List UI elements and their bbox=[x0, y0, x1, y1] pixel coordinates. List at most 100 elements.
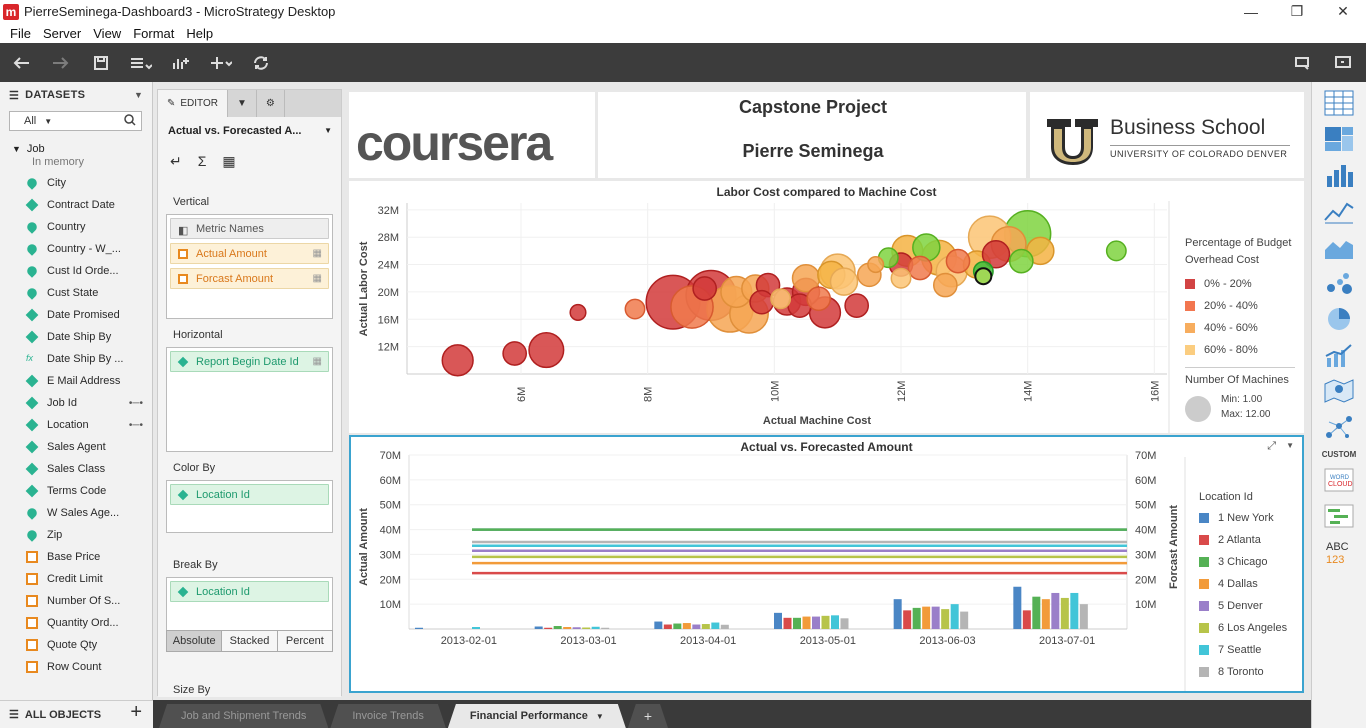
bar[interactable] bbox=[812, 617, 820, 629]
dataset-object[interactable]: Country - W_... bbox=[0, 238, 152, 260]
scatter-point[interactable] bbox=[442, 345, 473, 376]
menu-file[interactable]: File bbox=[10, 26, 31, 41]
metric-names-pill[interactable]: ◧ Metric Names bbox=[170, 218, 329, 239]
dataset-object[interactable]: Cust State bbox=[0, 282, 152, 304]
bar[interactable] bbox=[721, 625, 729, 629]
legend-item[interactable]: 8 Toronto bbox=[1199, 661, 1299, 683]
bar[interactable] bbox=[960, 612, 968, 629]
scatter-point[interactable] bbox=[946, 250, 969, 273]
dataset-object[interactable]: Date Promised bbox=[0, 304, 152, 326]
heatmap-icon[interactable] bbox=[1321, 124, 1357, 154]
legend-item[interactable]: 20% - 40% bbox=[1185, 295, 1295, 317]
grid-icon[interactable]: ▦ bbox=[313, 356, 322, 367]
dataset-object[interactable]: Base Price bbox=[0, 546, 152, 568]
bar[interactable] bbox=[894, 599, 902, 629]
bar[interactable] bbox=[1042, 599, 1050, 629]
restore-button[interactable]: ❐ bbox=[1274, 0, 1320, 23]
dataset-object[interactable]: fx Date Ship By ... bbox=[0, 348, 152, 370]
dataset-object[interactable]: W Sales Age... bbox=[0, 502, 152, 524]
bar[interactable] bbox=[563, 627, 571, 629]
legend-item[interactable]: 40% - 60% bbox=[1185, 317, 1295, 339]
bar[interactable] bbox=[913, 608, 921, 629]
scatter-point[interactable] bbox=[1010, 250, 1033, 273]
bar[interactable] bbox=[1023, 610, 1031, 629]
swap-axes-icon[interactable]: ↵ bbox=[170, 153, 182, 170]
forward-icon[interactable] bbox=[48, 50, 74, 76]
location-id-pill[interactable]: Location Id bbox=[170, 581, 329, 602]
legend-item[interactable]: 3 Chicago bbox=[1199, 551, 1299, 573]
scatter-point[interactable] bbox=[845, 294, 868, 317]
scatter-point[interactable] bbox=[503, 342, 526, 365]
bar[interactable] bbox=[1013, 587, 1021, 629]
scatter-point[interactable] bbox=[934, 273, 957, 296]
dataset-object[interactable]: Date Ship By bbox=[0, 326, 152, 348]
legend-item[interactable]: 60% - 80% bbox=[1185, 339, 1295, 361]
scatter-point[interactable] bbox=[693, 277, 716, 300]
menu-help[interactable]: Help bbox=[186, 26, 213, 41]
dataset-object[interactable]: Quantity Ord... bbox=[0, 612, 152, 634]
bar[interactable] bbox=[573, 627, 581, 629]
bar[interactable] bbox=[1070, 593, 1078, 629]
menu-format[interactable]: Format bbox=[133, 26, 174, 41]
legend-item[interactable]: 0% - 20% bbox=[1185, 273, 1295, 295]
word-cloud-icon[interactable]: WORD CLOUD bbox=[1321, 465, 1357, 495]
all-objects-bar[interactable]: ☰ ALL OBJECTS + bbox=[0, 700, 153, 728]
dataset-object[interactable]: E Mail Address bbox=[0, 370, 152, 392]
horizontal-drop-zone[interactable]: Report Begin Date Id ▦ bbox=[166, 347, 333, 452]
back-icon[interactable] bbox=[8, 50, 34, 76]
kpi-text-icon[interactable]: ABC 123 bbox=[1321, 537, 1357, 567]
bar[interactable] bbox=[774, 613, 782, 629]
dataset-object[interactable]: Quote Qty bbox=[0, 634, 152, 656]
tab-job-and-shipment-trends[interactable]: Job and Shipment Trends bbox=[159, 704, 328, 728]
dataset-object[interactable]: Sales Agent bbox=[0, 436, 152, 458]
tab-financial-performance[interactable]: Financial Performance ▼ bbox=[448, 704, 626, 728]
legend-item[interactable]: 7 Seattle bbox=[1199, 639, 1299, 661]
scatter-point[interactable] bbox=[891, 269, 910, 288]
bar[interactable] bbox=[673, 624, 681, 629]
selected-point[interactable] bbox=[975, 268, 991, 284]
legend-item[interactable]: 5 Denver bbox=[1199, 595, 1299, 617]
bar[interactable] bbox=[822, 616, 830, 629]
bar[interactable] bbox=[922, 607, 930, 629]
bar[interactable] bbox=[711, 623, 719, 629]
legend-item[interactable]: 4 Dallas bbox=[1199, 573, 1299, 595]
bar[interactable] bbox=[664, 625, 672, 629]
dataset-object[interactable]: Country bbox=[0, 216, 152, 238]
dataset-object[interactable]: Credit Limit bbox=[0, 568, 152, 590]
scatter-point[interactable] bbox=[625, 299, 644, 318]
menu-view[interactable]: View bbox=[93, 26, 121, 41]
area-chart-icon[interactable] bbox=[1321, 232, 1357, 262]
legend-item[interactable]: 1 New York bbox=[1199, 507, 1299, 529]
location-id-pill[interactable]: Location Id bbox=[170, 484, 329, 505]
map-icon[interactable] bbox=[1321, 376, 1357, 406]
bar[interactable] bbox=[932, 607, 940, 629]
dataset-object[interactable]: Contract Date bbox=[0, 194, 152, 216]
datasets-header[interactable]: ☰ DATASETS ▼ bbox=[0, 82, 152, 108]
bar[interactable] bbox=[592, 627, 600, 629]
scatter-point[interactable] bbox=[750, 291, 773, 314]
add-data-icon[interactable] bbox=[128, 50, 154, 76]
dataset-object[interactable]: Cust Id Orde... bbox=[0, 260, 152, 282]
grid-viz-icon[interactable] bbox=[1321, 88, 1357, 118]
bar[interactable] bbox=[415, 628, 423, 629]
bar[interactable] bbox=[535, 627, 543, 629]
scatter-visualization[interactable]: Labor Cost compared to Machine Cost 12M 1… bbox=[349, 181, 1304, 433]
minimize-button[interactable]: — bbox=[1228, 0, 1274, 23]
dataset-filter[interactable]: All ▼ bbox=[9, 111, 142, 131]
bar-visualization[interactable]: Actual vs. Forecasted Amount ⤢ ▼ 10M 10M 2… bbox=[349, 435, 1304, 693]
tab-filter[interactable]: ▼ bbox=[228, 90, 257, 117]
viz-selector[interactable]: Actual vs. Forecasted A... ▼ bbox=[158, 117, 341, 144]
bar[interactable] bbox=[683, 623, 691, 629]
mode-absolute[interactable]: Absolute bbox=[167, 631, 222, 651]
report-begin-date-pill[interactable]: Report Begin Date Id ▦ bbox=[170, 351, 329, 372]
mode-stacked[interactable]: Stacked bbox=[222, 631, 277, 651]
bar[interactable] bbox=[1051, 593, 1059, 629]
chart-options-icon[interactable]: ▦ bbox=[222, 153, 235, 170]
bar[interactable] bbox=[941, 609, 949, 629]
bar[interactable] bbox=[841, 618, 849, 629]
scatter-point[interactable] bbox=[570, 305, 586, 321]
bar[interactable] bbox=[692, 625, 700, 629]
grid-icon[interactable]: ▦ bbox=[313, 273, 322, 284]
legend-item[interactable]: 6 Los Angeles bbox=[1199, 617, 1299, 639]
dataset-object[interactable]: Location •─• bbox=[0, 414, 152, 436]
